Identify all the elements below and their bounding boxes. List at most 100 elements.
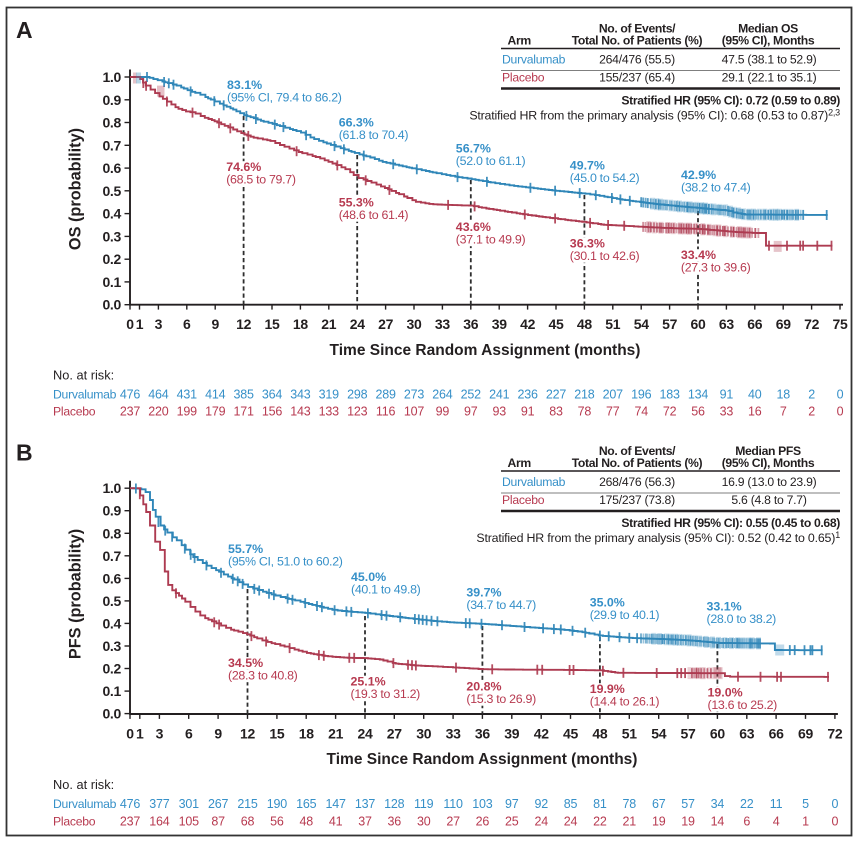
svg-text:Placebo: Placebo bbox=[502, 493, 545, 507]
svg-text:215: 215 bbox=[237, 797, 258, 811]
svg-text:60: 60 bbox=[691, 316, 706, 332]
svg-text:66.3%: 66.3% bbox=[339, 116, 374, 130]
svg-text:220: 220 bbox=[148, 405, 169, 419]
svg-text:26: 26 bbox=[476, 815, 490, 829]
svg-text:33: 33 bbox=[446, 726, 461, 742]
svg-text:42.9%: 42.9% bbox=[681, 168, 716, 182]
svg-text:175/237 (73.8): 175/237 (73.8) bbox=[599, 493, 675, 507]
svg-text:123: 123 bbox=[347, 405, 368, 419]
svg-text:56.7%: 56.7% bbox=[456, 142, 491, 156]
svg-text:Placebo: Placebo bbox=[502, 71, 545, 85]
svg-text:414: 414 bbox=[205, 388, 226, 402]
svg-text:273: 273 bbox=[404, 388, 425, 402]
svg-text:0: 0 bbox=[837, 405, 844, 419]
svg-text:45: 45 bbox=[549, 316, 564, 332]
svg-text:33: 33 bbox=[720, 405, 734, 419]
svg-text:116: 116 bbox=[376, 405, 396, 419]
svg-text:29.1 (22.1 to 35.1): 29.1 (22.1 to 35.1) bbox=[722, 71, 817, 85]
svg-text:9: 9 bbox=[214, 726, 222, 742]
svg-text:16: 16 bbox=[748, 405, 762, 419]
svg-text:35.0%: 35.0% bbox=[590, 596, 625, 610]
svg-text:85: 85 bbox=[564, 797, 578, 811]
svg-text:27: 27 bbox=[378, 316, 393, 332]
svg-text:319: 319 bbox=[319, 388, 340, 402]
svg-text:0.8: 0.8 bbox=[102, 115, 121, 131]
svg-text:207: 207 bbox=[603, 388, 624, 402]
svg-text:68: 68 bbox=[241, 815, 255, 829]
svg-text:14: 14 bbox=[711, 815, 725, 829]
svg-text:Median OS: Median OS bbox=[738, 22, 798, 36]
svg-text:(52.0 to 61.1): (52.0 to 61.1) bbox=[456, 154, 526, 168]
svg-text:(34.7 to 44.7): (34.7 to 44.7) bbox=[466, 598, 536, 612]
svg-text:0.1: 0.1 bbox=[102, 274, 121, 290]
svg-text:128: 128 bbox=[384, 797, 405, 811]
svg-text:(48.6 to 61.4): (48.6 to 61.4) bbox=[339, 208, 409, 222]
svg-text:301: 301 bbox=[179, 797, 200, 811]
svg-text:476: 476 bbox=[120, 388, 141, 402]
svg-text:36: 36 bbox=[475, 726, 490, 742]
svg-text:33.4%: 33.4% bbox=[681, 248, 716, 262]
svg-text:41: 41 bbox=[329, 815, 343, 829]
svg-text:91: 91 bbox=[720, 388, 734, 402]
svg-text:2: 2 bbox=[808, 405, 815, 419]
svg-text:55.3%: 55.3% bbox=[339, 196, 374, 210]
svg-text:236: 236 bbox=[517, 388, 538, 402]
svg-text:Durvalumab: Durvalumab bbox=[502, 53, 566, 67]
svg-text:19: 19 bbox=[652, 815, 666, 829]
svg-text:15: 15 bbox=[265, 316, 280, 332]
svg-text:75: 75 bbox=[833, 316, 848, 332]
svg-text:298: 298 bbox=[347, 388, 368, 402]
svg-text:OS (probability): OS (probability) bbox=[67, 128, 85, 250]
svg-text:No. at risk:: No. at risk: bbox=[53, 777, 114, 792]
svg-text:72: 72 bbox=[804, 316, 819, 332]
svg-text:(45.0 to 54.2): (45.0 to 54.2) bbox=[570, 171, 640, 185]
svg-text:36: 36 bbox=[388, 815, 402, 829]
svg-text:69: 69 bbox=[776, 316, 791, 332]
svg-text:(14.4 to 26.1): (14.4 to 26.1) bbox=[590, 694, 660, 708]
svg-text:241: 241 bbox=[489, 388, 510, 402]
svg-text:15: 15 bbox=[269, 726, 284, 742]
svg-text:0.0: 0.0 bbox=[102, 297, 121, 313]
svg-text:45: 45 bbox=[563, 726, 578, 742]
svg-text:24: 24 bbox=[358, 726, 373, 742]
svg-text:0.9: 0.9 bbox=[102, 92, 121, 108]
svg-text:105: 105 bbox=[179, 815, 200, 829]
svg-text:137: 137 bbox=[355, 797, 376, 811]
svg-text:0.1: 0.1 bbox=[102, 683, 121, 699]
svg-text:48: 48 bbox=[577, 316, 592, 332]
svg-text:67: 67 bbox=[652, 797, 666, 811]
svg-text:40: 40 bbox=[748, 388, 762, 402]
svg-text:264: 264 bbox=[432, 388, 453, 402]
svg-text:Total No. of Patients (%): Total No. of Patients (%) bbox=[572, 456, 703, 470]
svg-text:51: 51 bbox=[605, 316, 620, 332]
svg-text:Placebo: Placebo bbox=[53, 405, 96, 419]
svg-text:464: 464 bbox=[148, 388, 169, 402]
svg-text:24: 24 bbox=[564, 815, 578, 829]
svg-text:147: 147 bbox=[325, 797, 346, 811]
svg-text:0.7: 0.7 bbox=[102, 548, 121, 564]
svg-text:74: 74 bbox=[634, 405, 648, 419]
svg-text:0.5: 0.5 bbox=[102, 183, 121, 199]
svg-text:190: 190 bbox=[267, 797, 288, 811]
svg-text:66: 66 bbox=[769, 726, 784, 742]
svg-text:78: 78 bbox=[578, 405, 592, 419]
svg-text:Durvalumab: Durvalumab bbox=[502, 475, 566, 489]
svg-text:Time Since Random Assignment (: Time Since Random Assignment (months) bbox=[327, 751, 638, 768]
svg-text:33.1%: 33.1% bbox=[707, 600, 742, 614]
svg-text:218: 218 bbox=[574, 388, 595, 402]
svg-text:Stratified HR (95% CI): 0.55 (: Stratified HR (95% CI): 0.55 (0.45 to 0.… bbox=[621, 516, 840, 530]
svg-text:0.7: 0.7 bbox=[102, 137, 121, 153]
svg-text:99: 99 bbox=[436, 405, 450, 419]
svg-text:(28.0 to 38.2): (28.0 to 38.2) bbox=[707, 612, 777, 626]
svg-text:72: 72 bbox=[827, 726, 842, 742]
svg-text:33: 33 bbox=[435, 316, 450, 332]
svg-text:134: 134 bbox=[688, 388, 709, 402]
svg-text:Stratified HR (95% CI): 0.72 (: Stratified HR (95% CI): 0.72 (0.59 to 0.… bbox=[621, 94, 840, 108]
svg-text:Arm: Arm bbox=[508, 34, 532, 48]
svg-text:48: 48 bbox=[299, 815, 313, 829]
svg-text:PFS (probability): PFS (probability) bbox=[67, 529, 85, 659]
svg-text:39: 39 bbox=[492, 316, 507, 332]
svg-text:196: 196 bbox=[631, 388, 652, 402]
svg-text:364: 364 bbox=[262, 388, 283, 402]
svg-text:57: 57 bbox=[681, 797, 695, 811]
